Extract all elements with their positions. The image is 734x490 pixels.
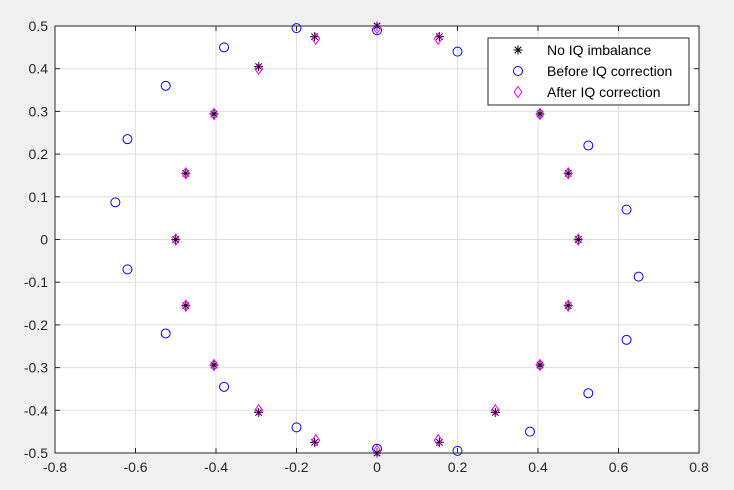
point-circle	[452, 46, 463, 57]
point-asterisk	[535, 109, 545, 119]
point-circle	[621, 204, 632, 215]
point-diamond	[433, 433, 443, 447]
x-tick-label: -0.4	[204, 459, 228, 475]
point-circle	[160, 328, 171, 339]
y-tick-label: -0.2	[24, 317, 48, 333]
point-diamond	[535, 107, 545, 121]
y-tick-label: -0.1	[24, 274, 48, 290]
point-circle	[219, 381, 230, 392]
point-diamond	[535, 358, 545, 372]
point-diamond	[490, 403, 500, 417]
point-circle	[122, 134, 133, 145]
x-tick-label: 0.2	[448, 459, 468, 475]
point-diamond	[372, 444, 382, 458]
point-diamond	[311, 433, 321, 447]
point-diamond	[433, 32, 443, 46]
legend-label: After IQ correction	[547, 84, 661, 100]
y-tick-label: 0.3	[29, 103, 49, 119]
y-tick-label: 0.4	[29, 61, 49, 77]
point-diamond	[573, 233, 583, 246]
point-diamond	[311, 32, 321, 46]
point-circle	[160, 80, 171, 91]
point-asterisk	[181, 168, 191, 178]
point-asterisk	[573, 235, 583, 244]
point-circle	[621, 334, 632, 345]
point-circle	[633, 271, 644, 282]
point-asterisk	[535, 360, 545, 370]
legend-label: No IQ imbalance	[547, 42, 651, 58]
point-diamond	[209, 358, 219, 372]
point-circle	[110, 197, 121, 208]
point-circle	[583, 140, 594, 151]
legend-marker-asterisk	[513, 45, 523, 55]
y-tick-label: -0.5	[24, 445, 48, 461]
point-circle	[583, 388, 594, 399]
y-tick-label: 0.1	[29, 189, 49, 205]
point-diamond	[171, 233, 181, 246]
y-tick-label: 0.5	[29, 18, 49, 34]
axis-ticks: -0.8 -0.6 -0.4 -0.2 0 0.2 0.4 0.6 0.8 0.5 0.4 0.3 0.…	[24, 18, 709, 475]
x-tick-label: -0.8	[43, 459, 67, 475]
point-diamond	[563, 299, 573, 313]
point-diamond	[209, 107, 219, 121]
point-diamond	[181, 166, 191, 180]
point-asterisk	[490, 407, 500, 417]
point-diamond	[563, 166, 573, 180]
grid-lines	[54, 25, 700, 454]
legend-marker-diamond	[513, 85, 523, 99]
y-tick-label: -0.4	[24, 402, 48, 418]
x-tick-label: 0.4	[528, 459, 548, 475]
point-asterisk	[254, 62, 264, 72]
point-asterisk	[563, 168, 573, 178]
x-tick-label: -0.2	[284, 459, 308, 475]
point-circle	[291, 422, 302, 433]
x-tick-label: 0.6	[609, 459, 629, 475]
point-asterisk	[171, 235, 181, 244]
point-asterisk	[209, 360, 219, 370]
point-asterisk	[181, 301, 191, 311]
point-circle	[524, 426, 535, 437]
legend: No IQ imbalance Before IQ correction After…	[487, 37, 690, 106]
point-asterisk	[563, 301, 573, 311]
y-tick-label: 0.2	[29, 146, 49, 162]
legend-box	[487, 37, 690, 106]
y-tick-label: -0.3	[24, 360, 48, 376]
x-tick-label: 0	[373, 459, 381, 475]
point-diamond	[181, 299, 191, 313]
point-diamond	[254, 403, 264, 417]
y-tick-label: 0	[40, 232, 48, 248]
legend-marker-circle	[513, 66, 523, 76]
x-tick-label: -0.6	[123, 459, 147, 475]
point-asterisk	[209, 109, 219, 119]
point-circle	[122, 264, 133, 275]
point-circle	[291, 23, 302, 34]
point-circle	[219, 42, 230, 53]
point-diamond	[254, 62, 264, 76]
point-circle	[452, 445, 463, 456]
x-tick-label: 0.8	[689, 459, 709, 475]
legend-label: Before IQ correction	[547, 63, 672, 79]
